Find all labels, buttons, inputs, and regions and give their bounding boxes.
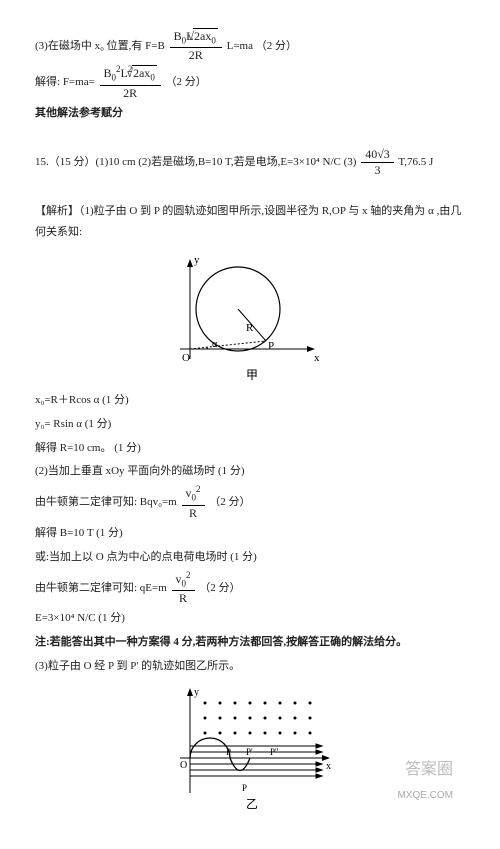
fig1-caption: 甲: [246, 368, 258, 382]
q15-rel1: x₀=R＋Rcos α (1 分): [35, 390, 465, 411]
svg-text:P: P: [226, 747, 231, 757]
q15-analysis: 【解析】（1)粒子由 O 到 P 的圆轨迹如图甲所示,设圆半径为 R,OP 与 …: [35, 201, 465, 243]
q15-part2: (2)当加上垂直 xOy 平面向外的磁场时 (1 分): [35, 461, 465, 482]
fig1-alpha-label: α: [212, 339, 218, 350]
q3-other: 其他解法参考赋分: [35, 103, 465, 124]
svg-text:P: P: [242, 783, 247, 793]
q3-frac1: B0L2ax0 2R: [170, 30, 222, 62]
svg-text:y: y: [194, 687, 199, 698]
watermark: 答案圈 MXQE.COM: [397, 755, 453, 804]
q3-solve-label: 解得:: [35, 76, 60, 88]
q3-line2: 解得: F=ma= B02L22ax0 2R （2 分）: [35, 65, 465, 99]
q15-frac-v2: v02 R: [172, 571, 195, 605]
fig2-caption: 乙: [246, 797, 258, 811]
q15-frac-v1: v02 R: [182, 485, 205, 519]
q15-part3: (3)粒子由 O 经 P 到 P' 的轨迹如图乙所示。: [35, 656, 465, 677]
q15-Eres: E=3×10⁴ N/C (1 分): [35, 608, 465, 629]
q3-eq1-rhs: L=ma: [227, 40, 253, 52]
fig1-x-label: x: [314, 352, 320, 364]
fig2-lines: [190, 744, 322, 778]
q3-eq2-lhs: F=ma=: [63, 76, 95, 88]
fig1-y-label: y: [194, 254, 200, 266]
q15-rel2: y₀= Rsin α (1 分): [35, 414, 465, 435]
q3-score2: （2 分）: [166, 76, 207, 88]
q15-note: 注:若能答出其中一种方案得 4 分,若两种方法都回答,按解答正确的解法给分。: [35, 632, 465, 653]
figure-1: O y x P R α 甲: [170, 249, 330, 384]
q15-or: 或:当加上以 O 点为中心的点电荷电场时 (1 分): [35, 547, 465, 568]
q15-solve2: 解得 B=10 T (1 分): [35, 523, 465, 544]
q3-eq1-lhs: F=B: [145, 40, 165, 52]
svg-text:x: x: [326, 761, 331, 772]
q3-frac2: B02L22ax0 2R: [100, 65, 161, 99]
q15-rel3: 解得 R=10 cm。 (1 分): [35, 438, 465, 459]
fig2-dots: [204, 701, 312, 734]
fig1-R-label: R: [246, 322, 254, 334]
fig1-O-label: O: [182, 352, 190, 364]
q3-line1: (3)在磁场中 x₀ 位置,有 F=B B0L2ax0 2R L=ma （2 分…: [35, 30, 465, 62]
q15-ans3-frac: 40√3 3: [361, 148, 394, 177]
svg-text:P': P': [246, 747, 253, 757]
q15-head: 15.（15 分）(1)10 cm (2)若是磁场,B=10 T,若是电场,E=…: [35, 148, 465, 177]
q15-newton1: 由牛顿第二定律可知: Bqv₀=m v02 R （2 分）: [35, 485, 465, 519]
q3-prefix: (3)在磁场中 x₀ 位置,有: [35, 40, 142, 52]
fig1-P-label: P: [268, 340, 274, 352]
figure-2: O y x P P' P'' P 乙: [160, 683, 340, 813]
svg-text:P'': P'': [270, 747, 279, 757]
q3-score1: （2 分）: [256, 40, 297, 52]
q15-newton2: 由牛顿第二定律可知: qE=m v02 R （2 分）: [35, 571, 465, 605]
svg-text:O: O: [180, 760, 187, 771]
